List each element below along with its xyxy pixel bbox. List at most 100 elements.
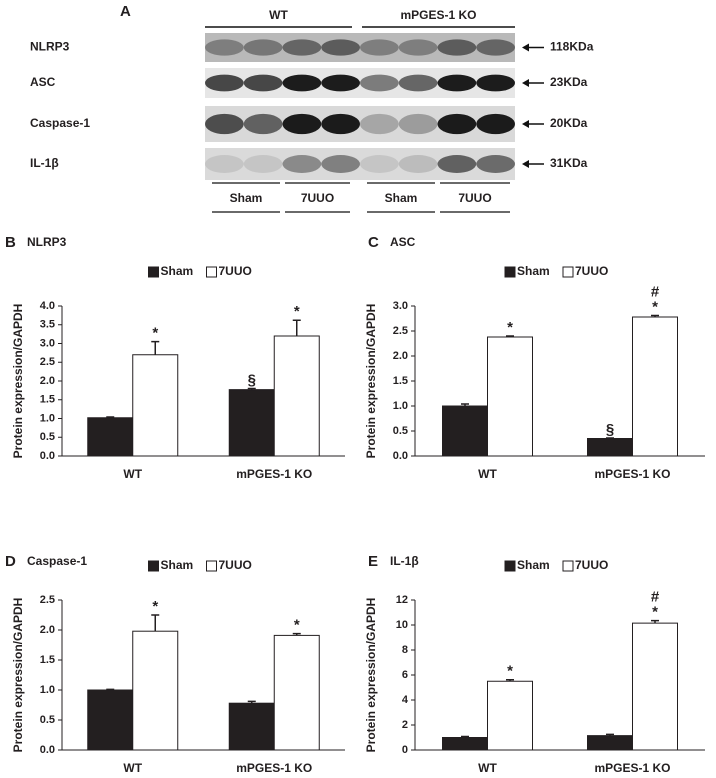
bar: [442, 405, 488, 457]
legend-label: Sham: [161, 264, 194, 278]
bar: [87, 417, 134, 457]
legend-swatch: [206, 266, 217, 278]
bar: [587, 438, 633, 457]
legend-label: Sham: [161, 558, 194, 572]
y-tick-label: 0: [402, 744, 408, 756]
y-tick-label: 6: [402, 669, 408, 681]
blot-band: [476, 155, 515, 173]
error-bar: [247, 387, 256, 390]
x-tick-label: WT: [123, 467, 142, 481]
y-tick-label: 2: [402, 719, 408, 731]
blot-row-label: NLRP3: [30, 40, 70, 54]
significance-mark: §: [248, 371, 256, 388]
blot-band: [398, 155, 438, 173]
y-tick-label: 2.0: [393, 350, 408, 362]
error-bar: [151, 340, 160, 355]
legend-swatch: [148, 560, 159, 572]
y-tick-label: 1.0: [393, 400, 408, 412]
y-tick-label: 1.5: [40, 654, 55, 666]
significance-mark: *: [652, 604, 658, 621]
condition-label: 7UUO: [458, 191, 491, 205]
y-tick-label: 4: [402, 694, 409, 706]
x-tick-label: WT: [478, 761, 497, 775]
significance-mark: *: [294, 617, 300, 634]
error-bar: [151, 614, 160, 632]
legend-swatch: [504, 266, 516, 278]
significance-mark: *: [152, 325, 158, 342]
blot-band: [321, 74, 360, 92]
y-axis-label: Protein expression/GAPDH: [364, 598, 378, 753]
blot-band: [205, 155, 244, 173]
group-label: WT: [269, 8, 288, 22]
blot-band: [282, 113, 322, 135]
blot-band: [476, 74, 515, 92]
y-tick-label: 0.5: [393, 425, 408, 437]
condition-label: Sham: [385, 191, 418, 205]
blot-size-label: 20KDa: [550, 116, 588, 130]
y-tick-label: 2.5: [40, 594, 55, 606]
x-tick-label: WT: [123, 761, 142, 775]
group-label: mPGES-1 KO: [400, 8, 476, 22]
y-axis-label: Protein expression/GAPDH: [364, 304, 378, 459]
arrow-head: [522, 160, 529, 168]
bar: [632, 316, 678, 457]
error-bar: [651, 314, 659, 317]
condition-label: 7UUO: [301, 191, 334, 205]
panel-letter: D: [5, 553, 16, 570]
y-tick-label: 8: [402, 644, 408, 656]
error-bar: [506, 335, 514, 337]
legend-swatch: [562, 560, 574, 572]
y-tick-label: 0.5: [40, 431, 55, 443]
arrow-head: [522, 79, 529, 87]
blot-row-label: ASC: [30, 75, 56, 89]
blot-band: [360, 113, 399, 135]
error-bar: [606, 733, 614, 736]
y-tick-label: 3.0: [393, 300, 408, 312]
error-bar: [651, 619, 659, 624]
x-tick-label: mPGES-1 KO: [594, 467, 670, 481]
legend-label: 7UUO: [575, 558, 608, 572]
bar: [442, 737, 488, 751]
legend-swatch: [504, 560, 516, 572]
legend-label: 7UUO: [219, 558, 252, 572]
y-tick-label: 10: [396, 619, 408, 631]
y-tick-label: 1.0: [40, 412, 55, 424]
panel-letter: A: [120, 3, 131, 20]
blot-band: [243, 39, 283, 56]
y-tick-label: 12: [396, 594, 408, 606]
chart-title: ASC: [390, 235, 416, 249]
blot-size-label: 23KDa: [550, 75, 588, 89]
error-bar: [247, 700, 256, 704]
significance-mark: *: [507, 663, 513, 680]
blot-band: [282, 74, 322, 92]
significance-mark: #: [651, 283, 660, 300]
arrow-head: [522, 43, 529, 52]
significance-mark: *: [507, 319, 513, 336]
y-tick-label: 2.5: [40, 356, 55, 368]
significance-mark: §: [606, 421, 614, 438]
bar: [228, 389, 275, 457]
blot-band: [398, 74, 438, 92]
condition-label: Sham: [230, 191, 263, 205]
legend-label: Sham: [517, 264, 550, 278]
error-bar: [292, 319, 301, 336]
y-axis-label: Protein expression/GAPDH: [11, 598, 25, 753]
chart-title: NLRP3: [27, 235, 67, 249]
error-bar: [106, 688, 115, 691]
blot-band: [360, 74, 399, 92]
blot-band: [437, 39, 477, 56]
legend-label: 7UUO: [219, 264, 252, 278]
error-bar: [106, 416, 115, 418]
bar: [273, 335, 320, 457]
y-tick-label: 4.0: [40, 300, 55, 312]
blot-band: [205, 113, 244, 135]
y-tick-label: 3.0: [40, 337, 55, 349]
x-tick-label: mPGES-1 KO: [236, 467, 312, 481]
blot-row-label: IL-1β: [30, 156, 59, 170]
y-tick-label: 0.0: [40, 744, 55, 756]
blot-band: [282, 39, 322, 56]
error-bar: [506, 679, 514, 682]
y-tick-label: 3.5: [40, 319, 55, 331]
